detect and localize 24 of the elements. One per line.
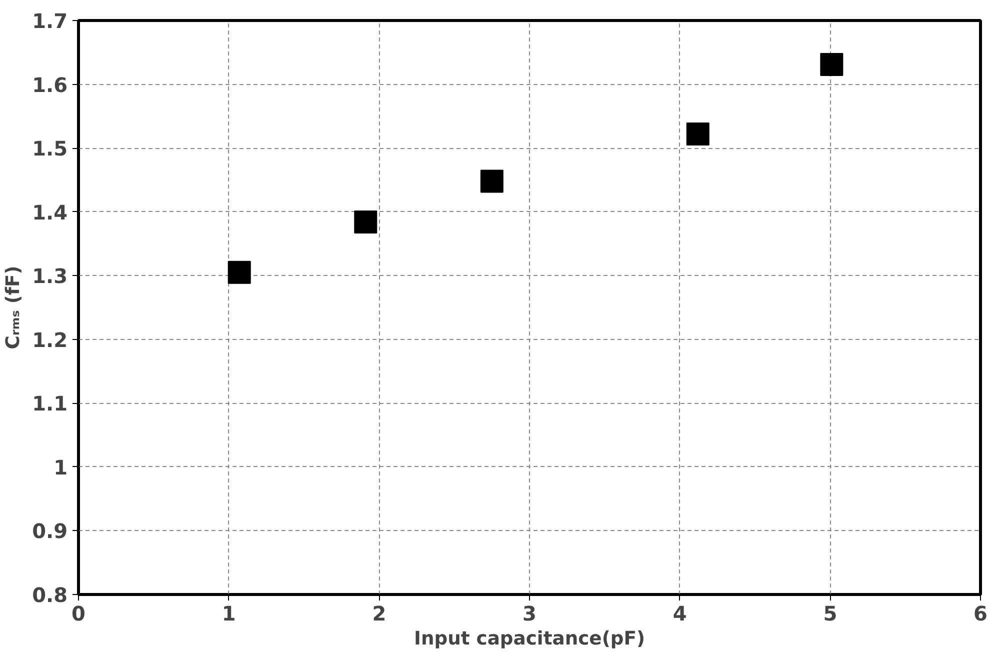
- x-tick-label: 4: [672, 602, 687, 626]
- point: [686, 122, 710, 146]
- x-tick-label: 5: [823, 602, 838, 626]
- y-tick-label: 0.9: [32, 519, 68, 544]
- y-tick-label: 1.2: [32, 328, 68, 352]
- y-tick-label: 1.6: [32, 72, 68, 97]
- y-tick-label: 1: [54, 455, 68, 480]
- point: [820, 53, 844, 76]
- y-tick-label: 1.3: [32, 264, 68, 288]
- y-tick-label: 0.8: [32, 583, 68, 607]
- point: [480, 170, 504, 193]
- x-tick-label: 2: [372, 602, 386, 626]
- point: [228, 260, 251, 284]
- x-tick-label: 0: [72, 602, 86, 626]
- x-tick-label: 1: [222, 602, 236, 626]
- x-tick-label: 3: [522, 602, 536, 626]
- y-axis-title: Cᵣₘₛ (fF): [3, 266, 24, 350]
- y-tick-label: 1.5: [32, 136, 68, 161]
- y-tick-label: 1.1: [32, 392, 68, 416]
- x-axis-title: Input capacitance(pF): [414, 628, 645, 650]
- point: [354, 210, 378, 234]
- y-tick-label: 1.7: [32, 9, 68, 33]
- x-tick-label: 6: [974, 602, 988, 626]
- y-tick-label: 1.4: [32, 200, 68, 224]
